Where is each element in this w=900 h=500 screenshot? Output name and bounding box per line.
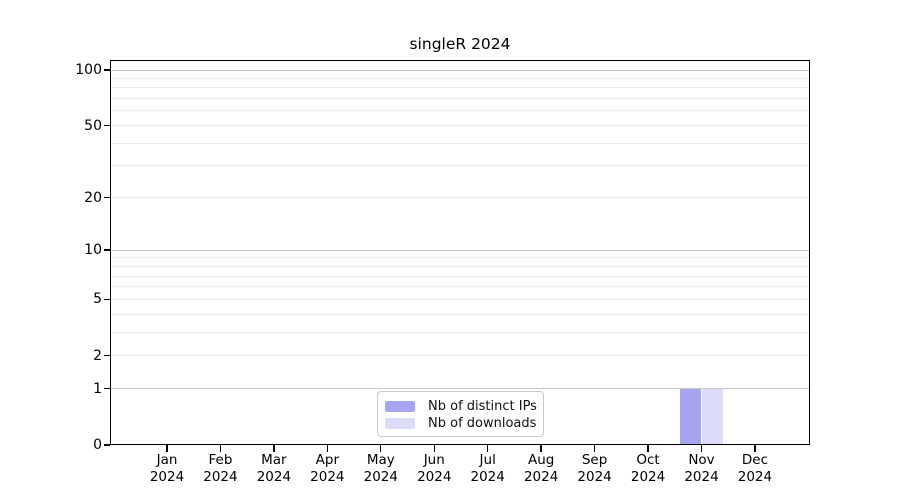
bar-distinct-ips	[679, 388, 702, 445]
y-axis-tick-label: 10	[84, 242, 102, 259]
x-axis-tick-label: Sep 2024	[577, 452, 612, 485]
gridline-minor	[110, 265, 810, 267]
x-axis-tick	[380, 445, 382, 452]
y-axis-tick-label: 2	[93, 347, 102, 364]
legend: Nb of distinct IPs Nb of downloads	[377, 391, 544, 437]
legend-entry: Nb of downloads	[385, 415, 543, 432]
gridline-major	[110, 69, 810, 71]
y-axis-tick	[104, 355, 110, 357]
gridline-minor	[110, 275, 810, 277]
x-axis-tick	[433, 445, 435, 452]
x-axis-tick-label: Aug 2024	[523, 452, 559, 485]
legend-label: Nb of distinct IPs	[428, 399, 537, 414]
y-axis-tick-label: 5	[93, 291, 102, 308]
x-axis-tick	[647, 445, 649, 452]
y-axis-tick	[104, 69, 110, 71]
y-axis-tick-label: 100	[75, 62, 102, 78]
y-axis-tick	[104, 444, 110, 446]
y-axis-tick	[104, 387, 110, 390]
legend-swatch	[385, 418, 415, 429]
x-axis-tick-label: Jun 2024	[417, 452, 452, 485]
y-axis-tick	[104, 196, 110, 199]
x-axis-tick-label: Mar 2024	[256, 452, 292, 485]
y-axis-tick	[104, 124, 110, 127]
x-axis-tick-label: Nov 2024	[684, 452, 719, 485]
y-axis-tick	[104, 249, 110, 251]
x-axis-tick-label: Jul 2024	[470, 452, 505, 485]
gridline-minor	[110, 77, 810, 79]
y-axis-tick-label: 0	[93, 437, 102, 453]
x-axis-tick	[487, 445, 489, 452]
x-axis-tick-label: Apr 2024	[310, 452, 345, 485]
x-axis-tick	[166, 445, 168, 452]
x-axis-tick-label: Oct 2024	[630, 452, 666, 485]
x-axis-tick	[540, 445, 542, 452]
gridline-minor	[110, 125, 810, 127]
gridline-minor	[110, 165, 810, 167]
x-axis-tick	[273, 445, 275, 452]
x-axis-tick-label: Jan 2024	[149, 452, 185, 485]
legend-label: Nb of downloads	[428, 416, 537, 431]
y-axis-tick	[104, 298, 110, 301]
gridline-minor	[110, 142, 810, 144]
gridline-minor	[110, 355, 810, 357]
gridline-minor	[110, 286, 810, 288]
gridline-minor	[110, 98, 810, 100]
gridline-minor	[110, 257, 810, 259]
gridline-minor	[110, 313, 810, 315]
legend-swatch	[385, 401, 415, 412]
x-axis-tick	[593, 445, 596, 452]
x-axis-tick-label: Dec 2024	[737, 452, 773, 485]
bar-downloads	[701, 388, 724, 445]
x-axis-tick	[326, 445, 329, 452]
gridline-minor	[110, 298, 810, 300]
chart-title: singleR 2024	[409, 35, 511, 53]
legend-entry: Nb of distinct IPs	[385, 398, 543, 415]
gridline-major	[110, 249, 810, 251]
x-axis-tick-label: May 2024	[363, 452, 398, 485]
y-axis-tick-label: 50	[84, 117, 102, 134]
x-axis-tick	[700, 445, 703, 452]
x-axis-tick	[219, 445, 222, 452]
gridline-minor	[110, 331, 810, 333]
gridline-minor	[110, 110, 810, 112]
y-axis-tick-label: 20	[84, 189, 102, 206]
gridline-minor	[110, 197, 810, 199]
gridline-major	[110, 388, 810, 390]
gridline-minor	[110, 87, 810, 89]
x-axis-tick-label: Feb 2024	[203, 452, 238, 485]
x-axis-tick	[754, 445, 756, 452]
y-axis-tick-label: 1	[93, 380, 102, 397]
